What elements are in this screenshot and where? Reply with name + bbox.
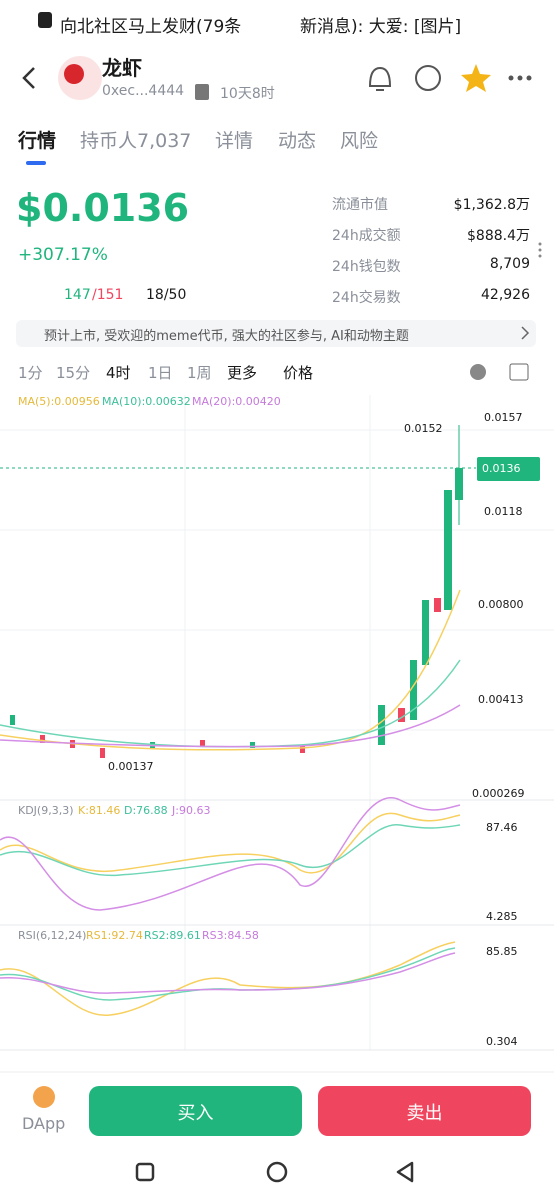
kdj-k (0, 812, 461, 874)
price-change: +307.17% (18, 245, 108, 265)
rsi3-label: RS3:84.58 (202, 929, 259, 942)
kdj-min: 4.285 (486, 910, 518, 923)
bell-icon[interactable] (368, 66, 392, 91)
tab[interactable]: 动态 (278, 130, 317, 152)
nav-home[interactable] (266, 1161, 288, 1183)
app-icon (38, 12, 52, 28)
rsi-min: 0.304 (486, 1035, 518, 1048)
ma10-line (0, 659, 461, 748)
tab[interactable]: 详情 (215, 130, 254, 152)
sell-label[interactable]: 卖出 (406, 1103, 443, 1124)
kdj-d (0, 824, 461, 877)
notification: 向北社区马上发财(79条 (60, 17, 242, 37)
tool-icon[interactable] (470, 364, 486, 380)
ma20-line (0, 704, 461, 748)
rank: 18/50 (146, 287, 187, 303)
ma20-label: MA(20):0.00420 (192, 395, 281, 408)
interval[interactable]: 15分 (56, 364, 91, 382)
kdj-max: 87.46 (486, 821, 518, 834)
rsi-title: RSI(6,12,24) (18, 929, 87, 942)
sell-button[interactable] (318, 1086, 531, 1136)
low-label: 0.00137 (108, 760, 154, 773)
tab[interactable]: 持币人7,037 (80, 130, 192, 152)
banner-bg[interactable] (16, 320, 536, 347)
gauge-icon[interactable] (415, 65, 441, 91)
banner-arrow (521, 326, 530, 340)
star-icon[interactable] (461, 64, 491, 92)
stat-label: 流通市值 (332, 197, 388, 213)
token-age: 10天8时 (220, 86, 275, 102)
notification-tail: 新消息): 大爱: [图片] (300, 17, 462, 37)
kdj-k-label: K:81.46 (78, 804, 121, 817)
chart-grid (0, 395, 554, 1050)
back-arrow[interactable] (22, 67, 35, 89)
rsi-max: 85.85 (486, 945, 518, 958)
nav-back[interactable] (396, 1161, 414, 1183)
dapp-label[interactable]: DApp (22, 1114, 66, 1133)
interval[interactable]: 1分 (18, 364, 43, 382)
price: $0.0136 (16, 186, 190, 230)
buy-label[interactable]: 买入 (177, 1103, 214, 1124)
side-dots (538, 242, 542, 258)
rsi3 (0, 952, 456, 994)
stat-label: 24h钱包数 (332, 259, 401, 275)
high-label: 0.0152 (404, 422, 443, 435)
rsi2-label: RS2:89.61 (144, 929, 201, 942)
interval[interactable]: 价格 (283, 364, 314, 382)
axis-label: 0.0118 (484, 505, 523, 518)
tab-underline (26, 161, 46, 165)
banner-text[interactable]: 预计上市, 受欢迎的meme代币, 强大的社区参与, AI和动物主题 (44, 329, 409, 344)
rsi1 (0, 941, 456, 1016)
tab[interactable]: 风险 (340, 130, 379, 152)
dapp-icon[interactable] (33, 1086, 55, 1108)
interval[interactable]: 4时 (106, 364, 131, 382)
axis-label-current: 0.0136 (482, 462, 521, 475)
ma5-label: MA(5):0.00956 (18, 395, 100, 408)
interval[interactable]: 1日 (148, 364, 173, 382)
axis-label: 0.0157 (484, 411, 523, 424)
more-icon[interactable] (508, 75, 532, 81)
settings-icon[interactable] (509, 363, 529, 381)
ma10-label: MA(10):0.00632 (102, 395, 191, 408)
holders: 147 (64, 287, 91, 303)
holders-total: /151 (92, 287, 124, 303)
interval[interactable]: 1周 (187, 364, 212, 382)
price-tag (477, 457, 540, 481)
axis-label: 0.000269 (472, 787, 525, 800)
copy-icon[interactable] (195, 84, 209, 100)
token-address: 0xec...4444 (102, 83, 185, 99)
axis-label: 0.00800 (478, 598, 524, 611)
stat-value: $1,362.8万 (453, 197, 530, 213)
stat-value: $888.4万 (467, 228, 530, 244)
axis-label: 0.00413 (478, 693, 524, 706)
token-name: 龙虾 (102, 56, 142, 80)
kdj-j (0, 797, 461, 911)
ma5-line (0, 589, 461, 751)
kdj-d-label: D:76.88 (124, 804, 168, 817)
tab[interactable]: 行情 (18, 130, 57, 152)
kdj-j-label: J:90.63 (172, 804, 211, 817)
buy-button[interactable] (89, 1086, 302, 1136)
rsi2 (0, 947, 456, 1001)
interval[interactable]: 更多 (227, 364, 258, 382)
stat-label: 24h成交额 (332, 228, 401, 244)
stat-value: 42,926 (481, 287, 530, 303)
rsi1-label: RS1:92.74 (86, 929, 143, 942)
stat-label: 24h交易数 (332, 290, 401, 306)
kdj-title: KDJ(9,3,3) (18, 804, 74, 817)
nav-recent[interactable] (135, 1162, 155, 1182)
stat-value: 8,709 (489, 256, 530, 272)
avatar-lobster (64, 64, 84, 84)
